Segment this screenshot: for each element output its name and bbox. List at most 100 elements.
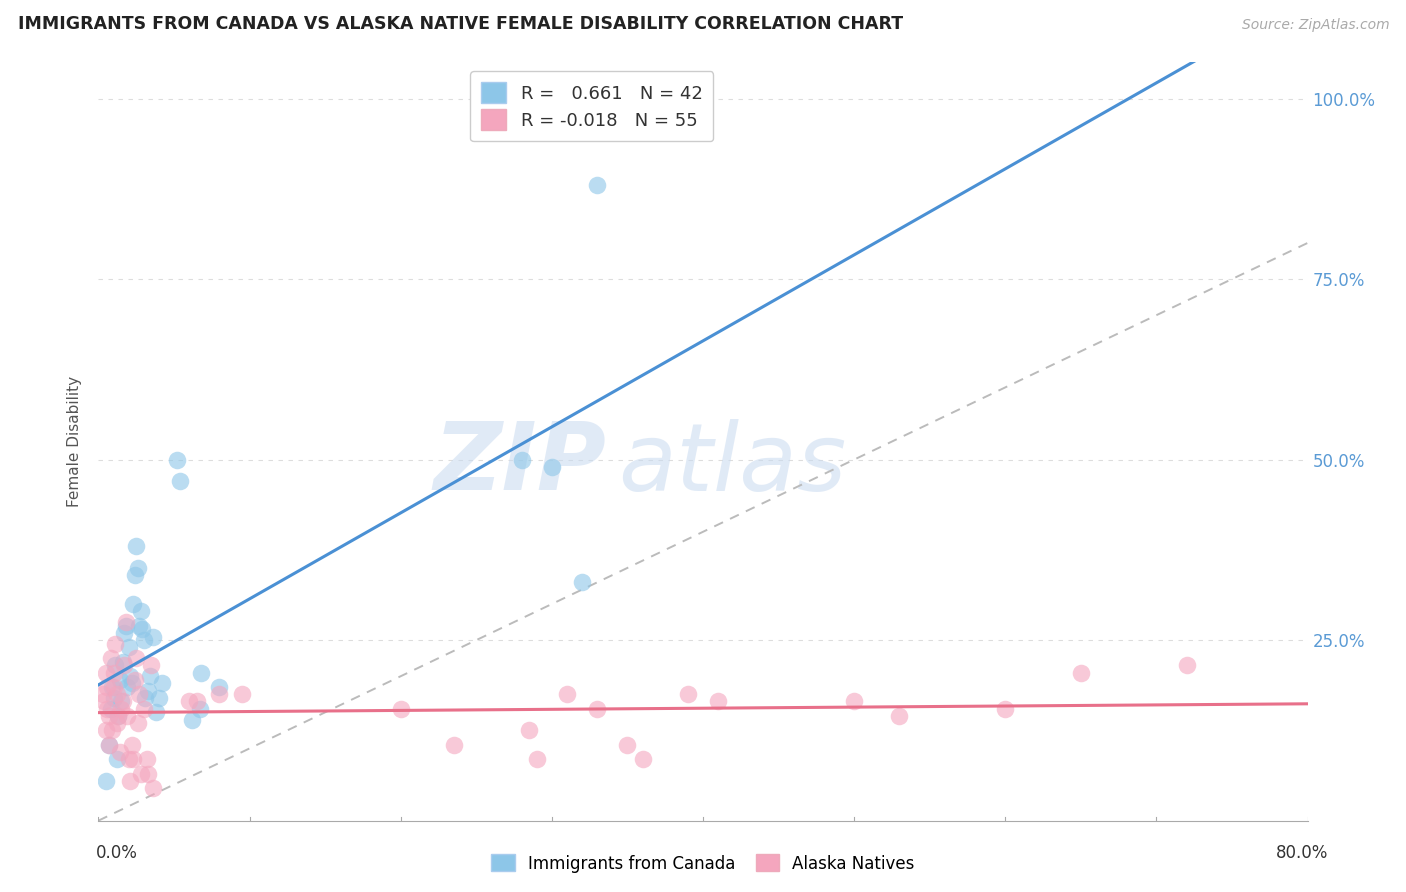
Point	[142, 781, 165, 796]
Point	[103, 690, 125, 705]
Point	[114, 615, 136, 629]
Point	[676, 687, 699, 701]
Point	[510, 452, 533, 467]
Text: Source: ZipAtlas.com: Source: ZipAtlas.com	[1241, 18, 1389, 31]
Point	[128, 687, 150, 701]
Point	[120, 773, 142, 788]
Point	[169, 475, 191, 489]
Point	[94, 723, 117, 738]
Point	[115, 680, 138, 694]
Point	[127, 716, 149, 731]
Text: 0.0%: 0.0%	[96, 844, 138, 862]
Point	[181, 713, 204, 727]
Point	[103, 665, 125, 680]
Point	[94, 665, 117, 680]
Point	[115, 709, 138, 723]
Point	[540, 459, 562, 474]
Point	[110, 702, 132, 716]
Point	[93, 694, 115, 708]
Point	[844, 694, 866, 708]
Text: 80.0%: 80.0%	[1277, 844, 1329, 862]
Legend: R =   0.661   N = 42, R = -0.018   N = 55: R = 0.661 N = 42, R = -0.018 N = 55	[470, 71, 713, 141]
Point	[118, 752, 141, 766]
Point	[186, 694, 208, 708]
Point	[208, 680, 231, 694]
Point	[122, 597, 145, 611]
Point	[136, 766, 159, 780]
Point	[707, 694, 730, 708]
Point	[526, 752, 548, 766]
Point	[110, 694, 132, 708]
Text: atlas: atlas	[619, 418, 846, 510]
Point	[631, 752, 654, 766]
Point	[190, 665, 212, 680]
Text: ZIP: ZIP	[433, 418, 606, 510]
Point	[111, 655, 134, 669]
Point	[108, 745, 131, 759]
Point	[145, 706, 167, 720]
Point	[105, 716, 128, 731]
Point	[571, 575, 593, 590]
Point	[108, 673, 131, 687]
Point	[121, 738, 143, 752]
Point	[231, 687, 253, 701]
Point	[107, 709, 129, 723]
Point	[131, 622, 153, 636]
Point	[132, 702, 155, 716]
Point	[1175, 658, 1198, 673]
Point	[101, 680, 124, 694]
Y-axis label: Female Disability: Female Disability	[67, 376, 83, 508]
Point	[121, 676, 143, 690]
Point	[98, 738, 121, 752]
Point	[994, 702, 1017, 716]
Point	[100, 702, 122, 716]
Point	[166, 452, 188, 467]
Point	[135, 752, 157, 766]
Point	[98, 709, 121, 723]
Point	[443, 738, 465, 752]
Point	[107, 709, 129, 723]
Point	[104, 637, 127, 651]
Point	[132, 633, 155, 648]
Point	[129, 766, 152, 780]
Point	[103, 680, 125, 694]
Point	[616, 738, 638, 752]
Point	[112, 658, 135, 673]
Point	[139, 669, 162, 683]
Point	[94, 773, 117, 788]
Point	[96, 702, 118, 716]
Point	[127, 561, 149, 575]
Point	[112, 626, 135, 640]
Text: IMMIGRANTS FROM CANADA VS ALASKA NATIVE FEMALE DISABILITY CORRELATION CHART: IMMIGRANTS FROM CANADA VS ALASKA NATIVE …	[18, 14, 904, 32]
Point	[128, 618, 150, 632]
Point	[134, 690, 156, 705]
Point	[889, 709, 911, 723]
Point	[101, 723, 124, 738]
Point	[179, 694, 201, 708]
Point	[555, 687, 578, 701]
Point	[150, 676, 173, 690]
Point	[586, 178, 609, 193]
Point	[142, 630, 165, 644]
Point	[120, 669, 142, 683]
Point	[148, 690, 170, 705]
Point	[208, 687, 231, 701]
Point	[105, 687, 128, 701]
Point	[118, 640, 141, 655]
Point	[124, 673, 146, 687]
Point	[141, 658, 163, 673]
Point	[1070, 665, 1092, 680]
Point	[125, 539, 148, 553]
Point	[91, 687, 114, 701]
Point	[517, 723, 540, 738]
Point	[98, 738, 121, 752]
Point	[188, 702, 211, 716]
Point	[129, 604, 152, 618]
Point	[586, 702, 609, 716]
Point	[125, 651, 148, 665]
Point	[100, 651, 122, 665]
Point	[111, 694, 134, 708]
Point	[124, 568, 146, 582]
Point	[114, 618, 136, 632]
Point	[136, 683, 159, 698]
